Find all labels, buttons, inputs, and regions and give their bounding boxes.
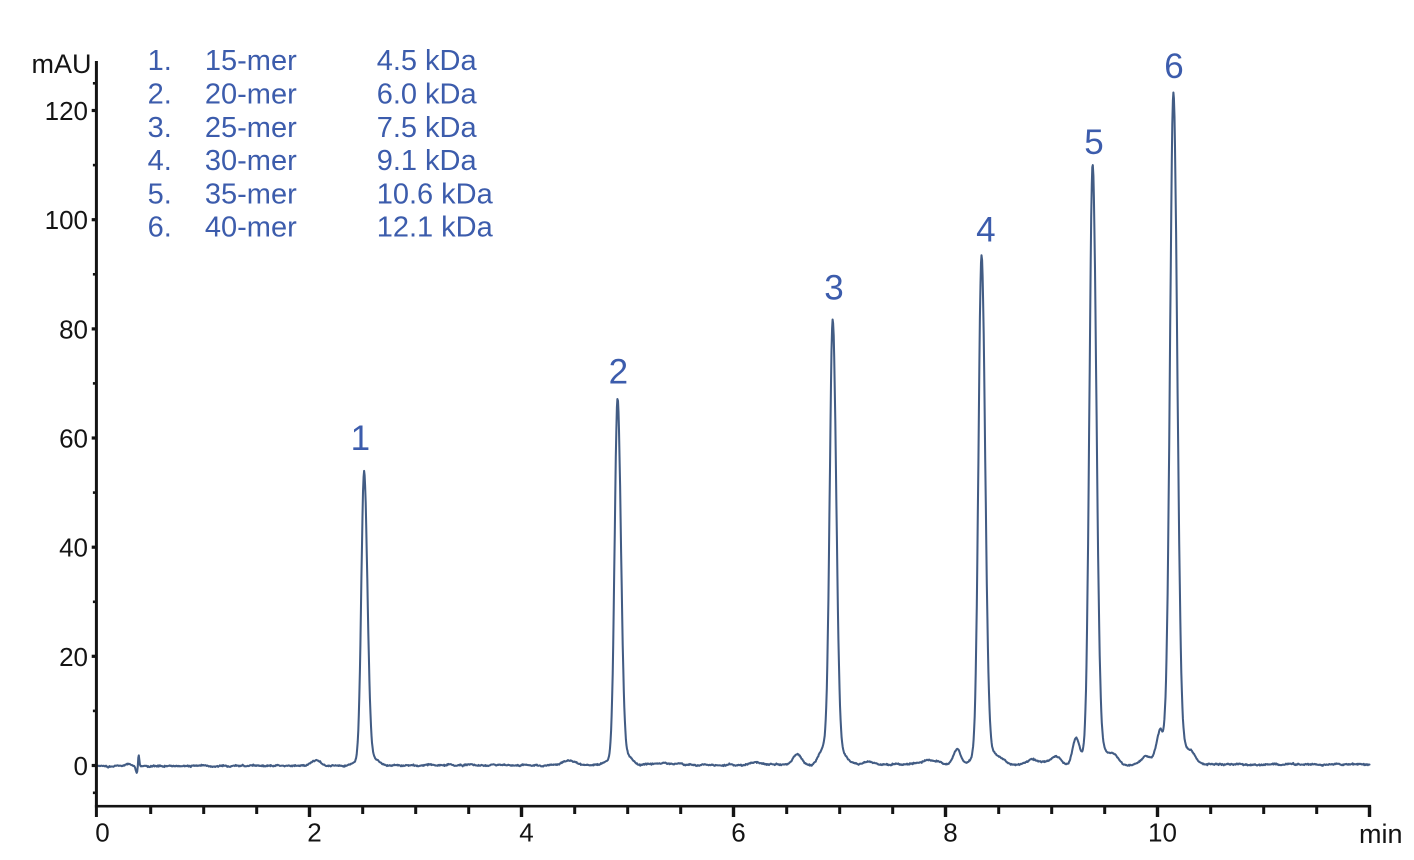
svg-text:10.6 kDa: 10.6 kDa bbox=[377, 178, 494, 210]
svg-text:1.: 1. bbox=[148, 45, 172, 77]
svg-text:5.: 5. bbox=[148, 178, 172, 210]
svg-text:5: 5 bbox=[1084, 123, 1103, 162]
svg-text:4: 4 bbox=[519, 818, 533, 848]
svg-text:100: 100 bbox=[45, 205, 88, 235]
svg-text:2: 2 bbox=[307, 818, 321, 848]
svg-text:4.: 4. bbox=[148, 145, 172, 177]
svg-text:4.5 kDa: 4.5 kDa bbox=[377, 45, 478, 77]
svg-text:15-mer: 15-mer bbox=[205, 45, 297, 77]
svg-text:20: 20 bbox=[59, 642, 88, 672]
svg-text:25-mer: 25-mer bbox=[205, 112, 297, 144]
svg-text:6: 6 bbox=[1164, 47, 1183, 86]
svg-text:10: 10 bbox=[1148, 818, 1177, 848]
svg-text:80: 80 bbox=[59, 314, 88, 344]
svg-text:3: 3 bbox=[824, 268, 843, 307]
svg-text:4: 4 bbox=[976, 211, 995, 250]
svg-text:40-mer: 40-mer bbox=[205, 212, 297, 244]
svg-text:6: 6 bbox=[731, 818, 745, 848]
svg-text:9.1 kDa: 9.1 kDa bbox=[377, 145, 478, 177]
svg-text:120: 120 bbox=[45, 96, 88, 126]
svg-text:35-mer: 35-mer bbox=[205, 178, 297, 210]
svg-text:1: 1 bbox=[351, 419, 370, 458]
svg-text:0: 0 bbox=[95, 818, 109, 848]
svg-text:20-mer: 20-mer bbox=[205, 79, 297, 111]
svg-text:3.: 3. bbox=[148, 112, 172, 144]
svg-text:8: 8 bbox=[943, 818, 957, 848]
svg-text:40: 40 bbox=[59, 533, 88, 563]
svg-text:12.1 kDa: 12.1 kDa bbox=[377, 212, 494, 244]
svg-text:min: min bbox=[1359, 819, 1403, 849]
svg-text:2: 2 bbox=[609, 352, 628, 391]
svg-text:mAU: mAU bbox=[32, 49, 92, 79]
svg-text:6.0 kDa: 6.0 kDa bbox=[377, 79, 478, 111]
svg-text:60: 60 bbox=[59, 424, 88, 454]
svg-text:6.: 6. bbox=[148, 212, 172, 244]
svg-text:2.: 2. bbox=[148, 79, 172, 111]
svg-text:30-mer: 30-mer bbox=[205, 145, 297, 177]
svg-text:7.5 kDa: 7.5 kDa bbox=[377, 112, 478, 144]
svg-text:0: 0 bbox=[74, 751, 88, 781]
